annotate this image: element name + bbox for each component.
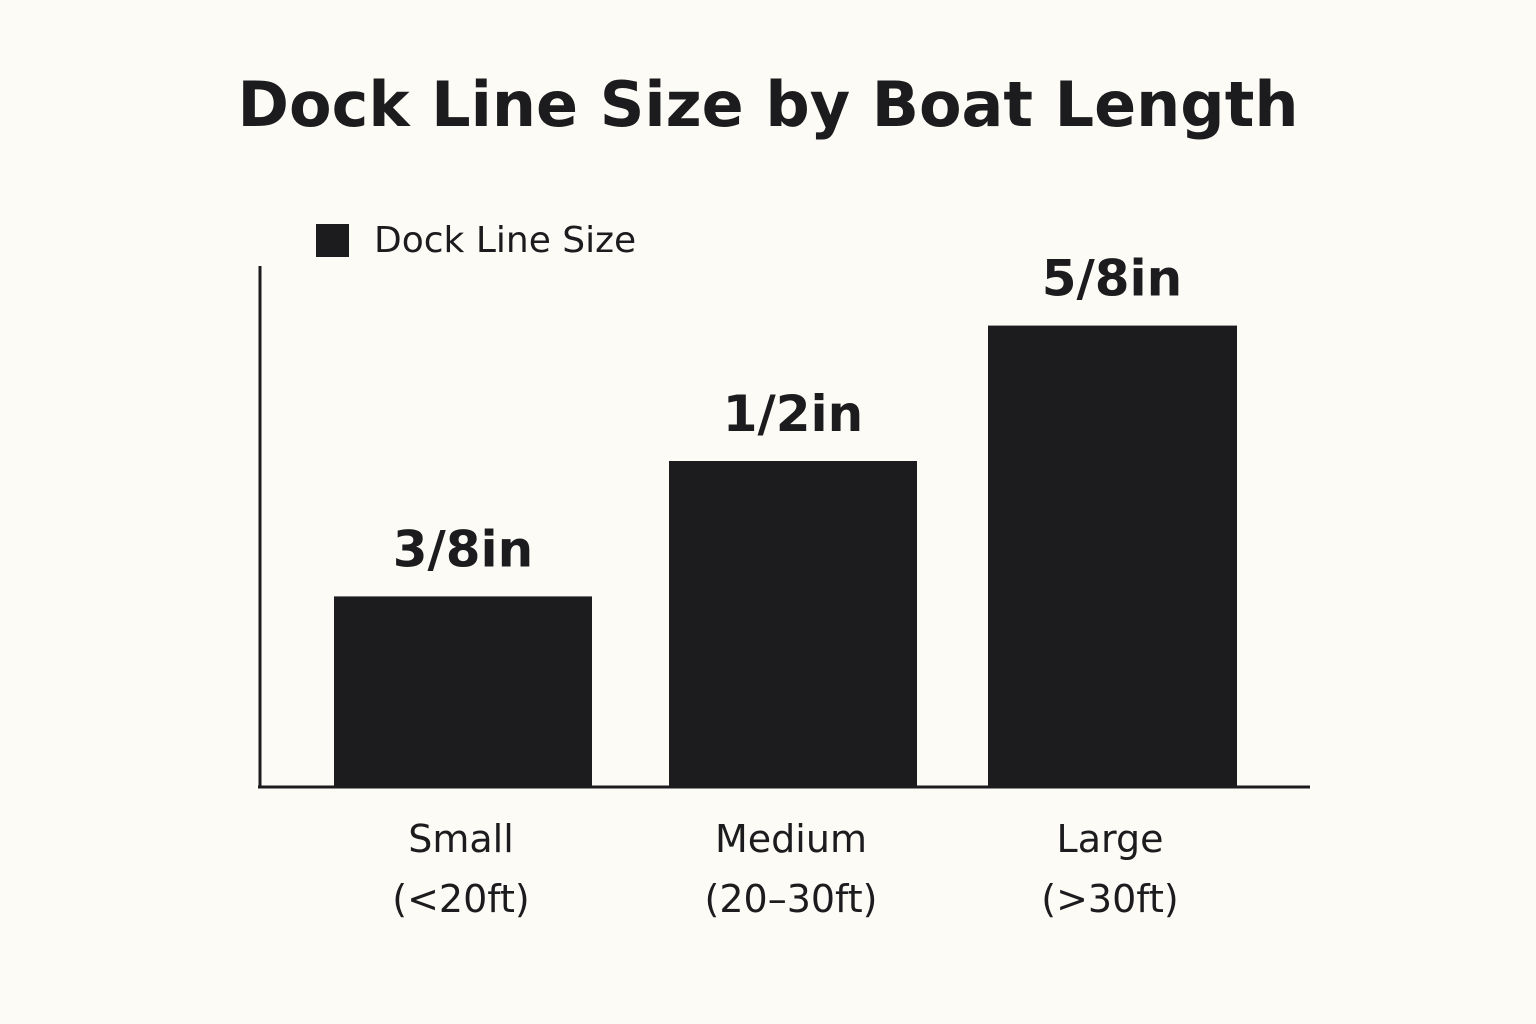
bar-value-label-2: 5/8in [1042, 250, 1183, 308]
bar-1 [669, 461, 917, 786]
bar-labels: 3/8in 1/2in 5/8in [393, 250, 1183, 579]
x-tick-labels: Small (<20ft) Medium (20–30ft) Large (>30ft) [392, 817, 1178, 921]
bar-2 [988, 325, 1237, 786]
x-tick-label-2: Large (>30ft) [1041, 817, 1178, 921]
legend: Dock Line Size [316, 219, 637, 261]
chart-title: Dock Line Size by Boat Length [237, 68, 1299, 141]
bar-0 [334, 596, 592, 786]
x-tick-label-0: Small (<20ft) [392, 817, 529, 921]
x-tick-label-1: Medium (20–30ft) [705, 817, 878, 921]
legend-label: Dock Line Size [374, 219, 637, 261]
bars [334, 325, 1237, 786]
bar-value-label-0: 3/8in [393, 520, 534, 578]
legend-swatch [316, 223, 349, 257]
bar-value-label-1: 1/2in [723, 385, 864, 443]
